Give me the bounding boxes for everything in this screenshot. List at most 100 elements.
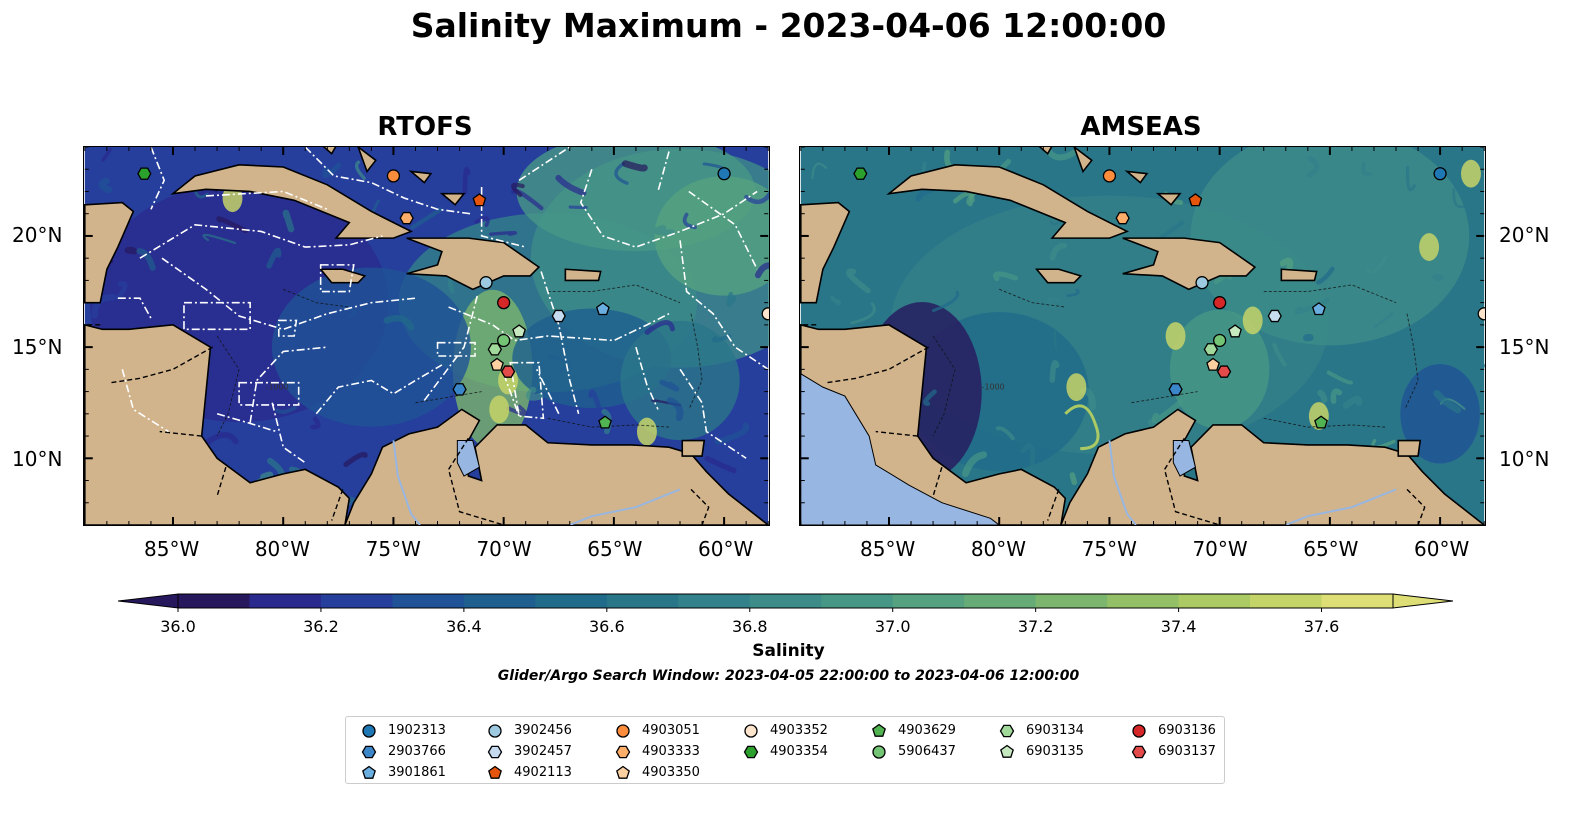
eez-line	[679, 240, 769, 370]
map-rtofs[interactable]: -1000	[83, 146, 770, 526]
colorbar-tick-label: 37.2	[1017, 617, 1054, 636]
isobath-line	[415, 391, 482, 404]
obs-marker-4903352	[1477, 307, 1485, 321]
salinity-zone	[1400, 364, 1480, 464]
lake-maracaibo	[1172, 440, 1196, 477]
salinity-eddy	[711, 333, 732, 343]
salinity-eddy	[850, 302, 876, 325]
legend-marker	[872, 723, 886, 737]
colorbar-frame	[177, 593, 1394, 609]
isobath-line	[1263, 284, 1397, 304]
obs-marker-3902457	[1267, 309, 1282, 323]
obs-marker-6903134	[487, 343, 503, 356]
colorbar-segment	[1321, 594, 1394, 608]
obs-marker-6903134	[1203, 343, 1219, 356]
obs-marker-6903135	[1228, 324, 1242, 338]
eez-box	[436, 341, 476, 357]
land-layer	[84, 147, 769, 525]
salinity-eddy	[1361, 161, 1372, 176]
border-line	[331, 489, 344, 521]
legend-label: 2903766	[388, 744, 446, 759]
border-line	[1406, 488, 1426, 525]
legend-marker	[615, 745, 631, 759]
land-puerto-rico	[1280, 268, 1318, 282]
colorbar-extend-high	[1392, 593, 1453, 609]
salinity-zone	[271, 267, 471, 427]
salinity-eddy	[659, 379, 680, 392]
legend-marker-icon	[1000, 744, 1014, 758]
obs-marker-5906437	[497, 333, 511, 348]
salinity-eddy	[1014, 153, 1050, 159]
isobath-1000: -1000	[932, 284, 1419, 437]
salinity-eddy	[1366, 254, 1388, 274]
legend-marker-icon	[872, 723, 886, 737]
salinity-high	[636, 417, 657, 446]
border-line	[159, 430, 202, 437]
salinity-high	[1066, 373, 1087, 402]
salinity-eddy	[462, 166, 471, 195]
legend-marker	[1131, 745, 1147, 759]
isobath-line	[932, 335, 956, 437]
isobath-line	[688, 313, 703, 410]
legend-label: 3902456	[514, 723, 572, 738]
eez-line	[679, 368, 747, 459]
lon-tick-label: 65°W	[1303, 537, 1359, 561]
land-cuba	[886, 164, 1130, 239]
colorbar-segment	[249, 594, 322, 608]
colorbar-segment	[1107, 594, 1180, 608]
legend-label: 4903350	[642, 765, 700, 780]
legend-label: 6903137	[1158, 744, 1216, 759]
salinity-eddy	[993, 271, 1019, 282]
obs-marker-1902313	[717, 167, 731, 181]
isobath-line	[283, 288, 350, 308]
border-line	[1047, 489, 1060, 521]
colorbar-extend-low	[118, 593, 179, 609]
lon-tick-label: 60°W	[698, 537, 754, 561]
eez-line	[304, 147, 471, 215]
land-hispaniola	[406, 237, 541, 291]
salinity-eddy	[474, 216, 490, 228]
land-bahamas-4	[439, 192, 466, 206]
obs-marker-4903354	[137, 167, 152, 180]
salinity-eddy	[829, 295, 841, 306]
colorbar-tick-label: 36.6	[589, 617, 625, 636]
colorbar-segment	[964, 594, 1037, 608]
land-hispaniola	[1122, 237, 1257, 291]
eez-line	[518, 147, 571, 181]
observation-markers	[853, 167, 1485, 429]
salinity-eddy	[1330, 388, 1343, 404]
lon-tick-label: 80°W	[970, 537, 1027, 561]
eez-box	[319, 264, 355, 293]
salinity-eddy	[1294, 298, 1330, 315]
river-orinoco	[1285, 488, 1397, 525]
land-bahamas-2	[357, 147, 377, 174]
salinity-eddy	[704, 455, 737, 474]
colorbar-segment	[535, 594, 608, 608]
land-trinidad	[1397, 439, 1422, 457]
colorbar-segment	[1178, 594, 1251, 608]
obs-marker-3901861	[595, 302, 610, 316]
salinity-zone	[1190, 147, 1470, 346]
salinity-eddy	[1406, 165, 1416, 192]
salinity-filament	[1064, 404, 1100, 451]
land-puerto-rico	[564, 268, 602, 282]
colorbar-segment	[892, 594, 965, 608]
eez-line	[688, 190, 758, 270]
isobath-line	[547, 284, 681, 304]
lon-tick-label: 70°W	[1192, 537, 1248, 561]
eez-line	[448, 306, 670, 342]
obs-marker-5906437	[1213, 333, 1227, 348]
salinity-eddy	[1151, 399, 1184, 423]
salinity-eddy	[136, 248, 156, 271]
legend-marker	[1000, 744, 1014, 758]
border-line	[875, 430, 918, 437]
border-line	[1163, 437, 1220, 525]
colorbar-segment	[749, 594, 822, 608]
map-amseas[interactable]: -1000	[799, 146, 1486, 526]
colorbar-segment	[320, 594, 393, 608]
salinity-eddy	[548, 354, 571, 372]
pacific-shelf	[800, 372, 1001, 525]
salinity-eddy	[216, 216, 248, 234]
legend-marker	[361, 745, 377, 759]
obs-marker-4903333	[1115, 211, 1130, 225]
